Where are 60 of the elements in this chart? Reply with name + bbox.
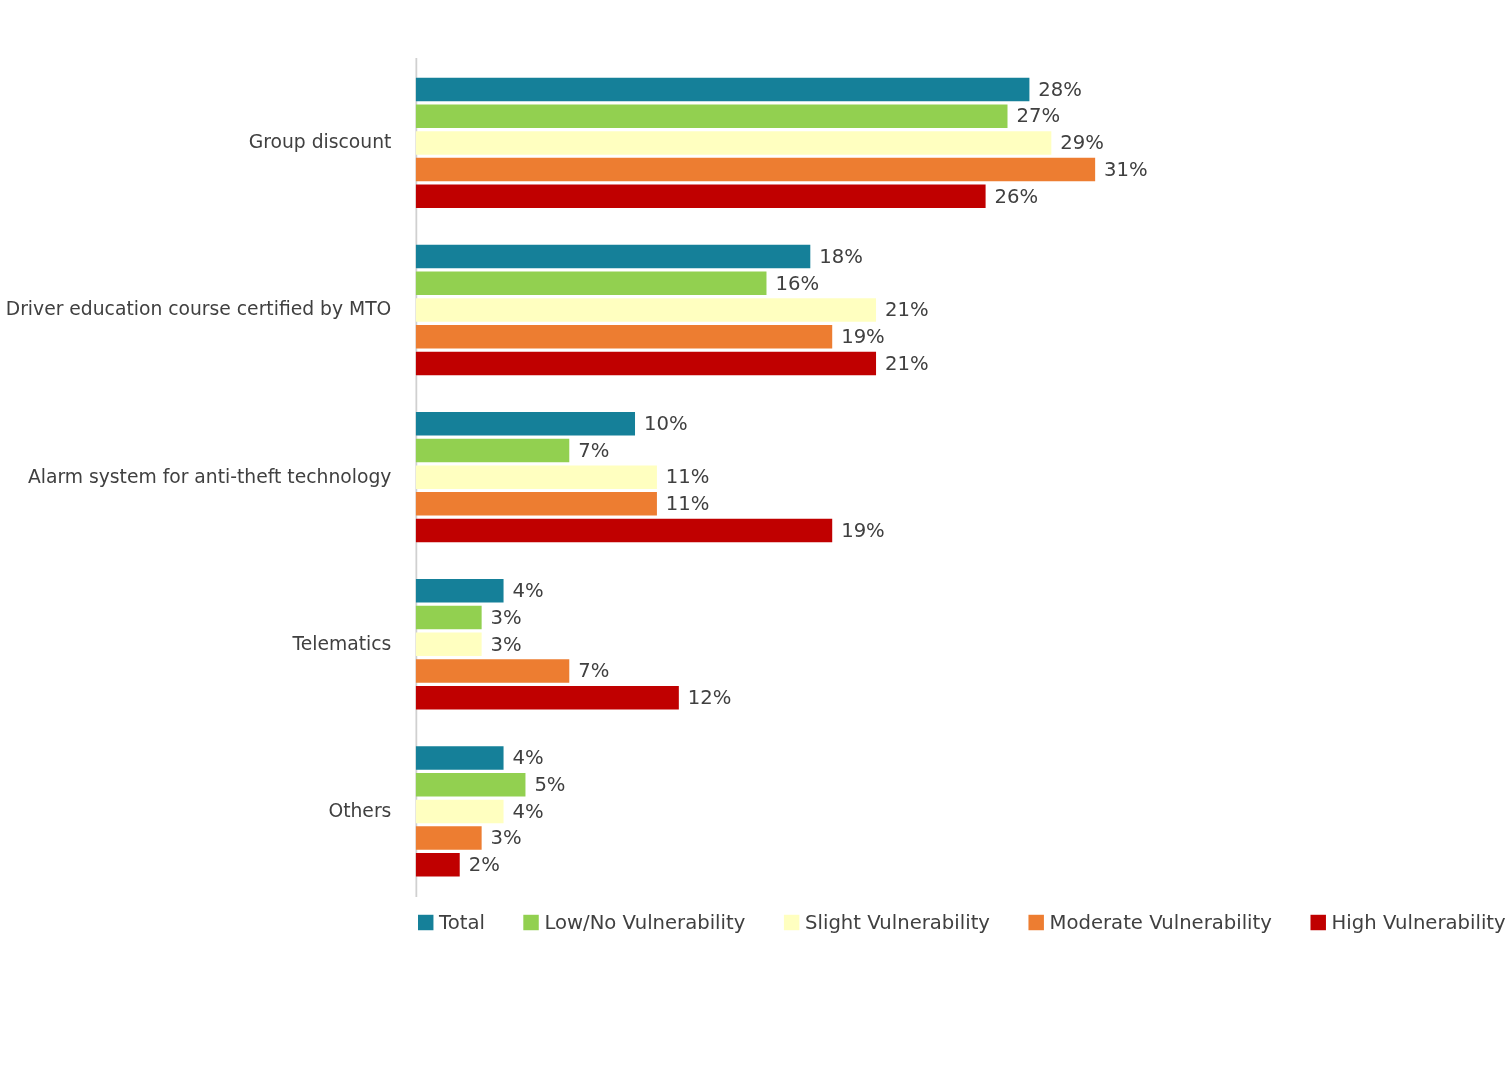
data-label: 16%: [775, 271, 820, 295]
bar: [415, 826, 482, 850]
y-tick-label: Driver education course certified by MTO: [5, 298, 392, 320]
bar: [415, 351, 877, 376]
bar: [415, 799, 504, 824]
data-label: 29%: [1060, 131, 1104, 155]
data-label: 2%: [468, 853, 500, 877]
bar: [415, 411, 636, 436]
legend-label: Total: [438, 910, 485, 934]
data-label: 26%: [994, 184, 1039, 208]
bar: [415, 659, 570, 683]
data-label: 7%: [578, 438, 610, 462]
legend-label: High Vulnerability: [1331, 910, 1507, 934]
data-label: 4%: [512, 799, 544, 823]
bar: [415, 518, 833, 543]
bar: [415, 605, 482, 630]
bar: [415, 685, 679, 710]
data-label: 19%: [841, 518, 885, 542]
bar: [415, 324, 833, 349]
y-tick-label: Telematics: [291, 632, 392, 654]
data-label: 3%: [490, 826, 522, 850]
data-label: 10%: [643, 411, 688, 435]
bar: [415, 244, 811, 269]
bar: [415, 77, 1030, 102]
data-label: 11%: [665, 465, 710, 489]
bar: [415, 184, 986, 209]
legend-label: Moderate Vulnerability: [1049, 910, 1273, 934]
data-label: 5%: [534, 772, 566, 796]
data-label: 28%: [1038, 77, 1082, 101]
data-label: 18%: [819, 244, 863, 268]
bar: [415, 438, 570, 463]
data-label: 12%: [687, 685, 732, 709]
data-label: 21%: [884, 351, 929, 375]
data-label: 21%: [884, 298, 929, 322]
legend-label: Low/No Vulnerability: [544, 910, 746, 934]
bar: [415, 298, 877, 322]
bar: [415, 746, 504, 770]
bar: [415, 104, 1008, 128]
bar: [415, 465, 657, 489]
bar: [415, 853, 460, 877]
bar: [415, 579, 504, 603]
bar: [415, 271, 767, 296]
bar: [415, 772, 526, 797]
data-label: 11%: [665, 492, 710, 516]
bar: [415, 632, 482, 657]
bar: [415, 157, 1096, 182]
data-label: 3%: [490, 605, 522, 629]
bar: [415, 492, 657, 516]
data-label: 4%: [512, 746, 544, 770]
data-label: 3%: [490, 632, 522, 656]
data-label: 27%: [1016, 104, 1061, 128]
data-label: 19%: [841, 324, 885, 348]
y-tick-label: Alarm system for anti-theft technology: [27, 465, 392, 487]
data-label: 31%: [1104, 157, 1148, 181]
y-tick-label: Group discount: [248, 131, 392, 153]
data-label: 4%: [512, 579, 544, 603]
y-tick-label: Others: [328, 799, 392, 821]
data-label: 7%: [578, 659, 610, 683]
legend-label: Slight Vulnerability: [805, 910, 991, 934]
bar: [415, 131, 1052, 155]
